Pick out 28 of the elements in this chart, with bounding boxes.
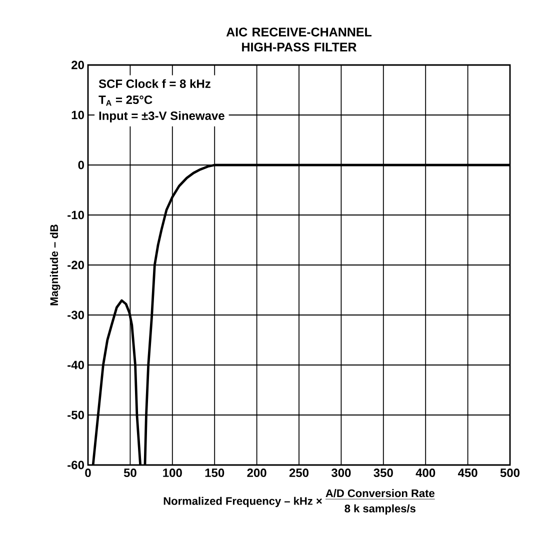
y-tick-label: -20 — [68, 260, 84, 270]
x-tick-label: 300 — [331, 468, 351, 478]
x-tick-label: 100 — [163, 468, 182, 478]
annotation: Input = ±3-V Sinewave — [99, 111, 224, 122]
y-tick-label: 0 — [78, 160, 84, 170]
y-tick-label: 10 — [72, 110, 84, 120]
y-tick-label: -30 — [68, 310, 84, 320]
text: 8 k samples/s — [344, 504, 416, 515]
x-tick-label: 50 — [124, 468, 136, 478]
x-tick-label: 150 — [205, 468, 224, 478]
y-tick-label: -50 — [68, 410, 84, 420]
text: A/D Conversion Rate — [326, 489, 434, 498]
x-tick-label: 400 — [416, 468, 436, 478]
x-tick-label: 500 — [500, 468, 520, 478]
annotation: T$_{A}$ = 25°C — [98, 96, 152, 106]
x-tick-label: 450 — [458, 468, 478, 478]
chart-title: AIC RECEIVE-CHANNEL HIGH-PASS FILTER — [226, 28, 372, 52]
x-tick-label: 200 — [247, 468, 266, 478]
y-tick-label: -40 — [68, 360, 84, 370]
annotation: SCF Clock f = 8 kHz — [98, 79, 210, 88]
y-tick-label: -60 — [68, 460, 84, 470]
y-tick-label: 20 — [72, 60, 84, 70]
x-tick-label: 350 — [374, 468, 393, 478]
x-tick-label: 250 — [289, 468, 309, 478]
y-tick-label: -10 — [68, 210, 84, 220]
x-axis-title: Normalized Frequency – kHz × — [164, 496, 322, 508]
x-tick-label: 0 — [85, 468, 91, 478]
y-axis-title: Magnitude – dB — [50, 224, 60, 306]
